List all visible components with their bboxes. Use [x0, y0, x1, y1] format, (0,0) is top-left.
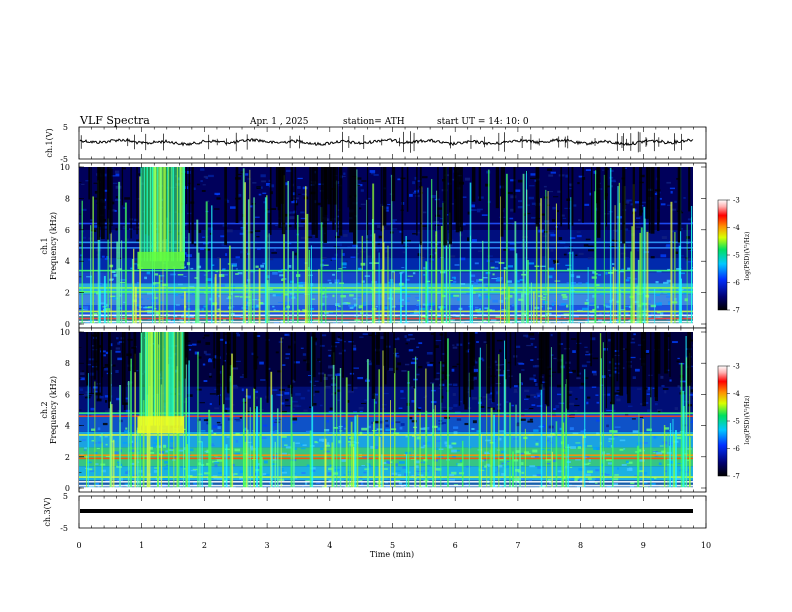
frequency-tick-label: 8: [65, 359, 70, 368]
ch2-spectrogram-channel-label: ch.2Frequency (kHz): [40, 376, 58, 444]
ch1-ytick-top: 5: [63, 123, 68, 132]
ch1-colorbar: [717, 199, 728, 311]
chart-title: VLF Spectra: [79, 114, 150, 127]
colorbar-tick-label: -6: [733, 445, 740, 453]
x-tick-label: 2: [202, 541, 207, 550]
x-axis-ticklabels: 0 1 2 3 4 5 6 7 8 9 10: [76, 541, 711, 550]
frequency-tick-label: 2: [65, 289, 70, 298]
frequency-tick-label: 4: [65, 257, 70, 266]
frequency-tick-label: 0: [65, 320, 70, 329]
frequency-tick-label: 6: [65, 390, 70, 399]
ch1-waveform-line: [79, 137, 694, 147]
ch1-spectrogram-panel: 0 2 4 6 8 10 ch.1Frequency (kHz) -3 -4 -5 -6 -7 l…: [40, 162, 751, 329]
x-tick-label: 4: [327, 541, 332, 550]
ch1-spectrogram-channel-label: ch.1Frequency (kHz): [40, 212, 58, 280]
x-tick-label: 7: [515, 541, 520, 550]
frequency-tick-label: 0: [65, 484, 70, 493]
ch1-spectrogram-image: [79, 167, 693, 324]
x-tick-label: 5: [390, 541, 395, 550]
ch3-ytick-bottom: -5: [60, 524, 68, 533]
ch2-colorbar: [717, 365, 728, 477]
x-tick-label: 8: [578, 541, 583, 550]
start-time-label: start UT = 14: 10: 0: [437, 117, 529, 127]
frequency-tick-label: 10: [60, 328, 70, 337]
colorbar-tick-label: -4: [733, 224, 740, 232]
colorbar-tick-label: -4: [733, 390, 740, 398]
x-axis-label: Time (min): [370, 550, 414, 559]
date-label: Apr. 1 , 2025: [249, 117, 309, 127]
colorbar-tick-label: -3: [733, 363, 740, 371]
colorbar-tick-label: -5: [733, 252, 740, 260]
x-tick-label: 6: [453, 541, 458, 550]
ch3-waveform-ylabel: ch.3(V): [43, 497, 52, 526]
ch1-ytick-bottom: -5: [60, 155, 68, 164]
frequency-tick-label: 4: [65, 422, 70, 431]
x-tick-label: 3: [265, 541, 270, 550]
x-tick-label: 0: [76, 541, 81, 550]
ch3-ytick-top: 5: [63, 492, 68, 501]
frequency-tick-label: 8: [65, 194, 70, 203]
colorbar-tick-label: -5: [733, 418, 740, 426]
frequency-tick-label: 6: [65, 226, 70, 235]
colorbar-tick-label: -7: [733, 307, 740, 315]
ch1-colorbar-label: log(PSD)(V²/Hz): [744, 232, 751, 281]
ch1-waveform-ylabel: ch.1(V): [45, 128, 54, 157]
x-tick-label: 9: [641, 541, 646, 550]
ch1-waveform-panel: 5 -5 ch.1(V): [45, 123, 707, 164]
ch2-spectrogram-panel: 0 2 4 6 8 10 ch.2Frequency (kHz) -3 -4 -5 -6 -7 l…: [40, 327, 751, 493]
colorbar-tick-label: -6: [733, 279, 740, 287]
colorbar-tick-label: -3: [733, 197, 740, 205]
station-label: station= ATH: [343, 117, 405, 127]
x-tick-label: 1: [139, 541, 144, 550]
x-tick-label: 10: [701, 541, 711, 550]
frequency-tick-label: 10: [60, 163, 70, 172]
ch3-waveform-panel: 5 -5 ch.3(V) 0 1 2 3 4 5 6 7 8 9 10 Time (min): [43, 492, 711, 559]
ch2-spectrogram-image: [79, 332, 693, 488]
colorbar-tick-label: -7: [733, 473, 740, 481]
frequency-tick-label: 2: [65, 453, 70, 462]
ch2-colorbar-label: log(PSD)(V²/Hz): [744, 396, 751, 445]
ch1-waveform-spikes: [80, 131, 682, 153]
